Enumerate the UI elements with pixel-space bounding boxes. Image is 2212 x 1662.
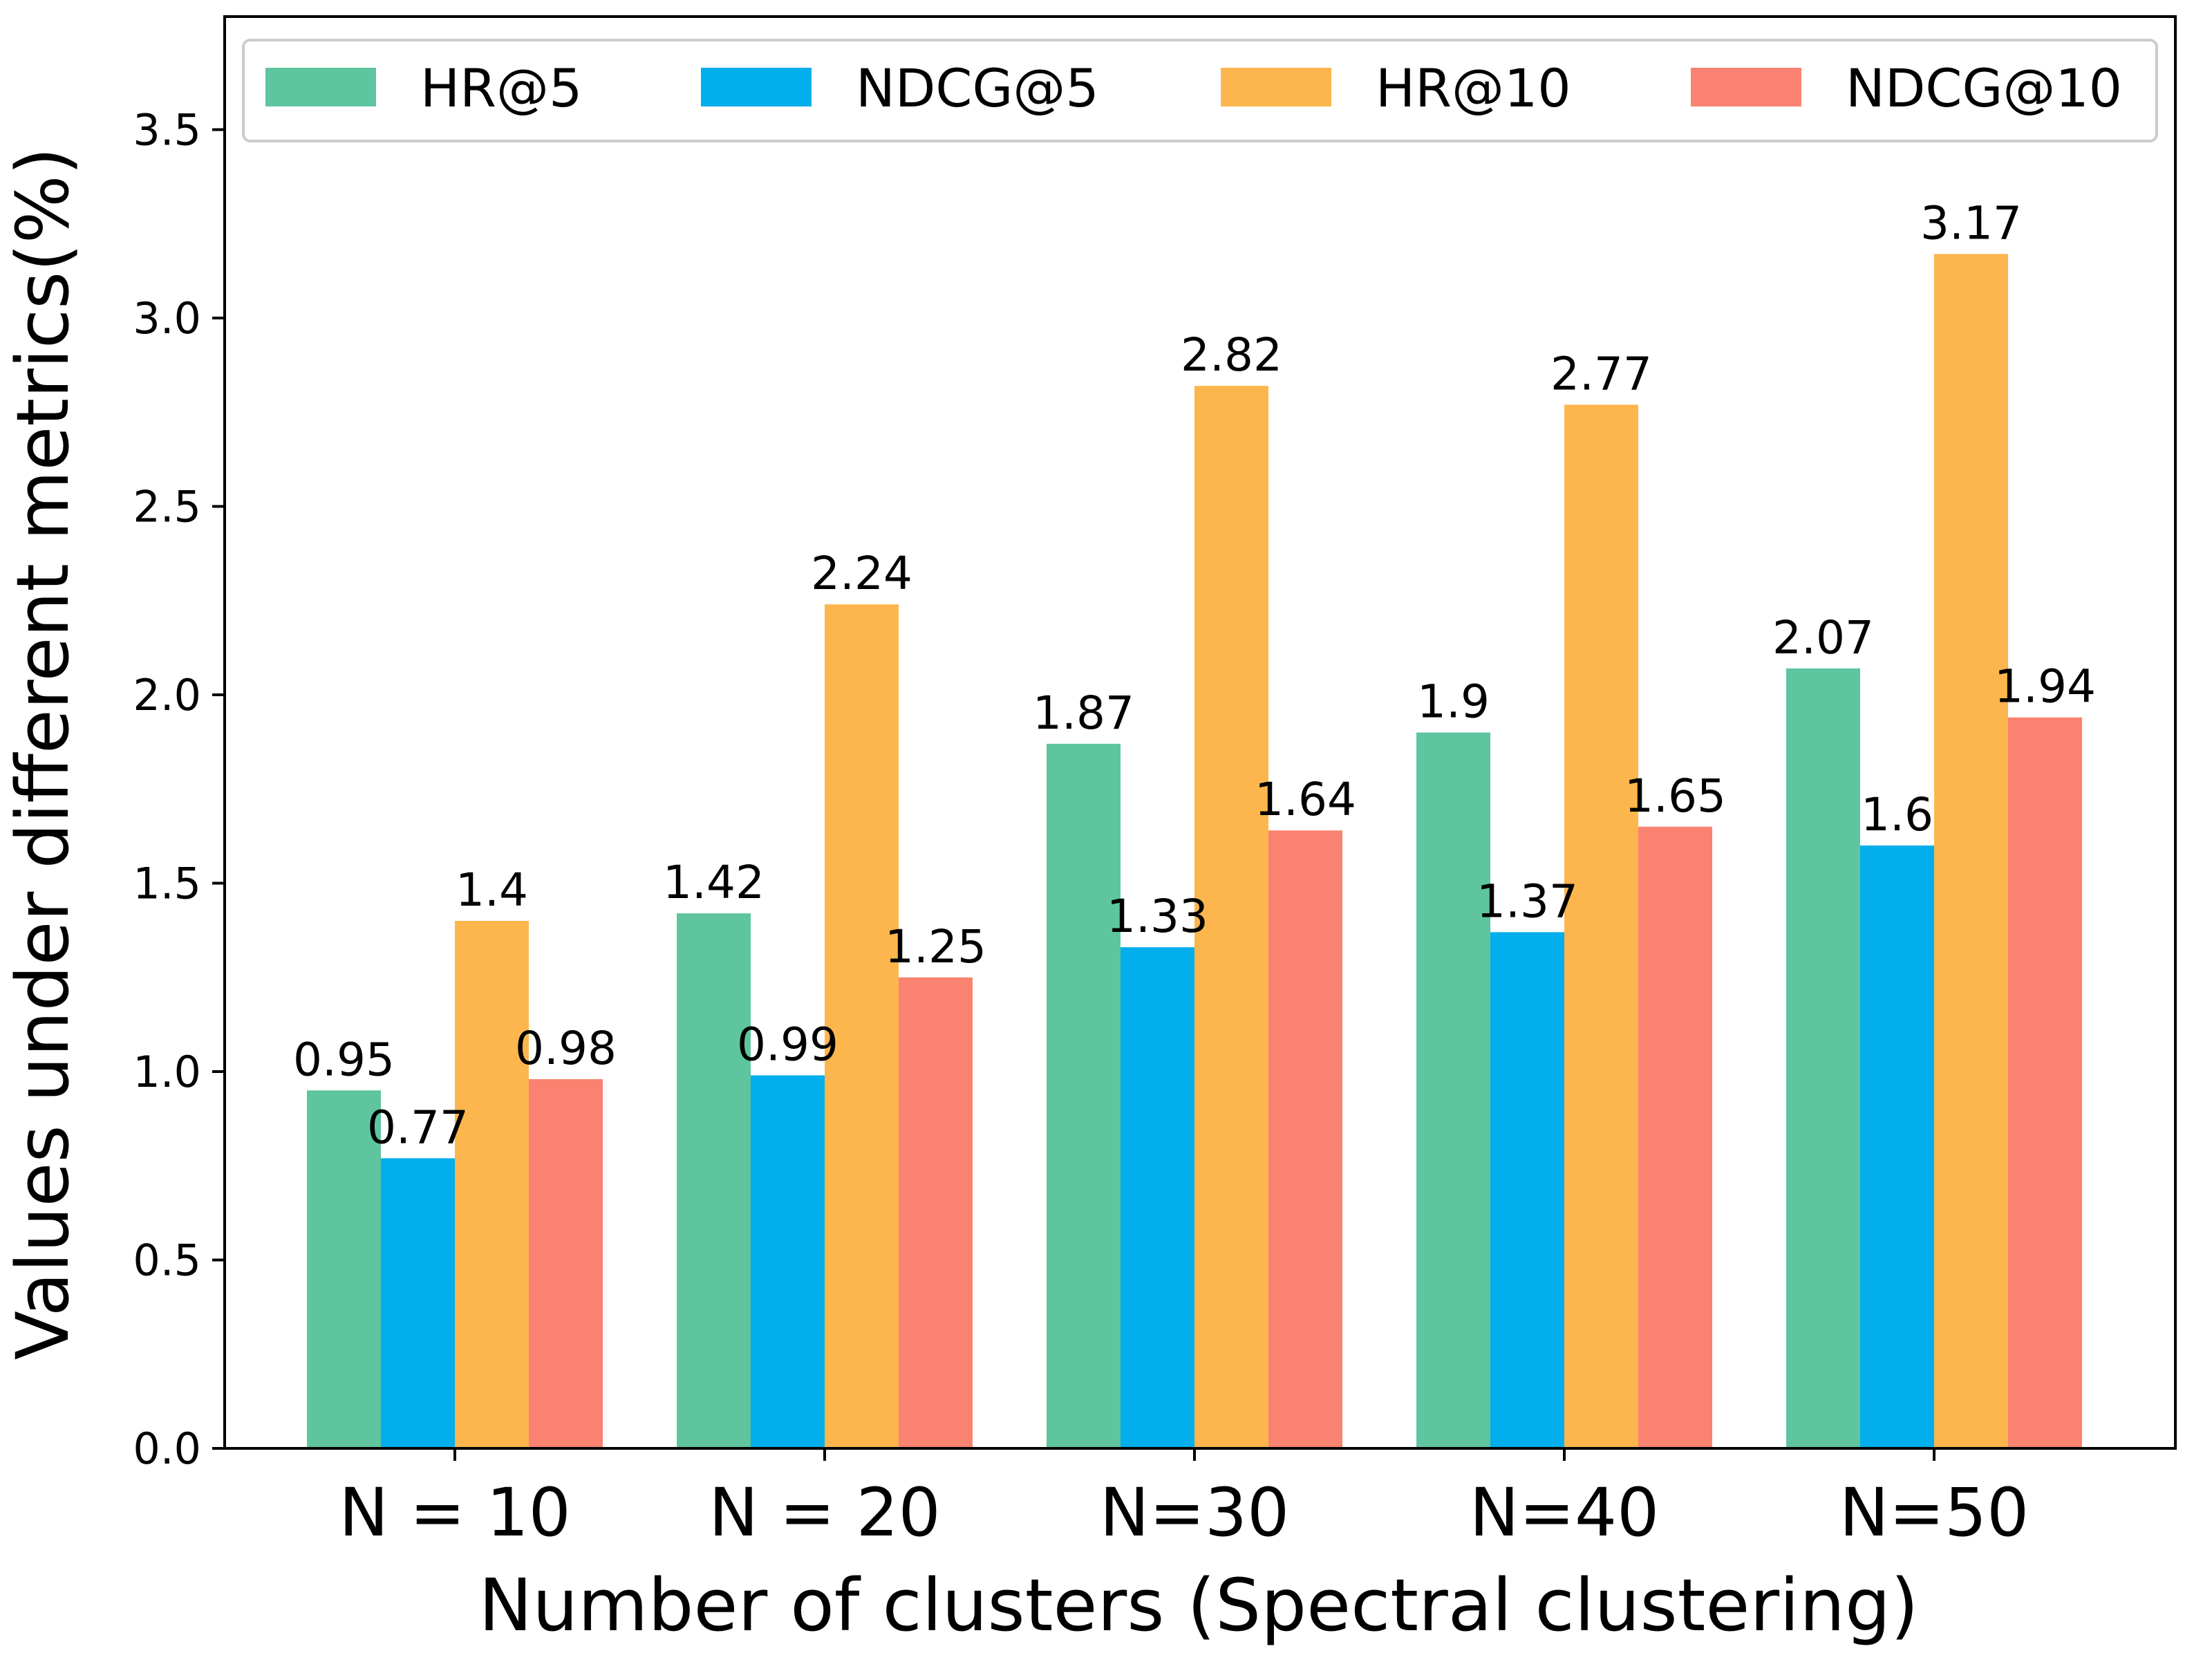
plot-frame [223, 15, 2177, 1450]
legend-label: HR@5 [420, 57, 582, 119]
bar-value-label: 1.4 [456, 863, 528, 917]
bar-labels-layer: 0.95 1.42 1.87 1.9 2.07 0.77 0.99 1.33 1.37 1.6 1.… [293, 196, 2096, 1154]
y-tick-label: 0.5 [133, 1235, 201, 1286]
bar-value-label: 3.17 [1920, 196, 2022, 250]
bar-value-label: 1.94 [1994, 660, 2096, 713]
legend-swatch-ndcg-at-10 [1691, 68, 1801, 106]
bar-ndcg-at-10-1 [529, 1079, 603, 1448]
bar-hr-at-10-4 [1564, 404, 1638, 1448]
bar-ndcg-at-10-3 [1268, 830, 1342, 1448]
y-tick-label: 3.5 [133, 105, 201, 156]
bar-ndcg-at-10-5 [2008, 717, 2082, 1448]
x-tick-label: N = 10 [339, 1474, 570, 1551]
legend: HR@5 NDCG@5 HR@10 NDCG@10 [242, 39, 2158, 142]
bar-value-label: 1.6 [1861, 788, 1933, 841]
x-tick-label: N=50 [1839, 1474, 2029, 1551]
y-axis-title: Values under different metrics(%) [1, 147, 85, 1360]
bar-value-label: 2.07 [1772, 611, 1874, 664]
bar-value-label: 2.77 [1550, 347, 1652, 400]
bar-value-label: 1.25 [885, 920, 986, 973]
y-tick-label: 1.5 [133, 859, 201, 909]
bar-hr-at-5-1 [307, 1090, 381, 1448]
x-tick-label: N=40 [1470, 1474, 1659, 1551]
bar-ndcg-at-5-1 [381, 1158, 455, 1448]
bar-ndcg-at-10-4 [1638, 826, 1712, 1448]
bar-ndcg-at-5-4 [1490, 932, 1564, 1448]
bar-hr-at-10-1 [455, 921, 529, 1448]
bar-hr-at-5-5 [1786, 668, 1860, 1448]
axes-layer: 0.0 0.5 1.0 1.5 2.0 2.5 3.0 3.5 N = 10 N = 20 N=30… [133, 15, 2177, 1551]
y-tick-label: 3.0 [133, 293, 201, 344]
legend-swatch-ndcg-at-5 [701, 68, 812, 106]
bar-ndcg-at-5-3 [1121, 947, 1194, 1448]
legend-label: NDCG@10 [1846, 57, 2122, 119]
legend-swatch-hr-at-5 [265, 68, 376, 106]
bar-value-label: 0.99 [737, 1018, 838, 1071]
x-axis-title: Number of clusters (Spectral clustering) [478, 1563, 1918, 1647]
bar-hr-at-10-2 [825, 604, 899, 1449]
bar-hr-at-5-3 [1047, 743, 1121, 1448]
x-tick-label: N=30 [1100, 1474, 1289, 1551]
bar-value-label: 2.82 [1181, 328, 1282, 382]
bar-value-label: 1.37 [1477, 875, 1578, 928]
bar-value-label: 0.95 [293, 1033, 395, 1086]
bar-value-label: 0.77 [367, 1101, 469, 1154]
bar-hr-at-5-4 [1416, 732, 1490, 1448]
bar-value-label: 0.98 [515, 1022, 617, 1075]
legend-swatch-hr-at-10 [1221, 68, 1331, 106]
bar-value-label: 1.65 [1624, 769, 1726, 823]
bar-hr-at-10-5 [1934, 254, 2008, 1449]
y-tick-label: 0.0 [133, 1423, 201, 1474]
bar-ndcg-at-10-2 [899, 977, 973, 1448]
bars-layer [307, 254, 2082, 1449]
bar-hr-at-5-2 [677, 913, 751, 1448]
y-tick-label: 2.0 [133, 670, 201, 720]
x-tick-label: N = 20 [709, 1474, 940, 1551]
y-tick-label: 2.5 [133, 482, 201, 532]
bar-value-label: 1.64 [1255, 773, 1356, 826]
bar-value-label: 1.9 [1417, 675, 1490, 729]
y-tick-label: 1.0 [133, 1047, 201, 1097]
legend-label: NDCG@5 [856, 57, 1099, 119]
bar-hr-at-10-3 [1194, 386, 1268, 1448]
legend-box [242, 39, 2158, 142]
bar-value-label: 1.33 [1107, 890, 1208, 943]
bar-value-label: 2.24 [811, 547, 912, 600]
bar-value-label: 1.42 [663, 856, 765, 909]
legend-label: HR@10 [1376, 57, 1571, 119]
bar-ndcg-at-5-2 [751, 1075, 825, 1448]
bar-ndcg-at-5-5 [1860, 846, 1934, 1448]
bar-value-label: 1.87 [1033, 687, 1134, 740]
